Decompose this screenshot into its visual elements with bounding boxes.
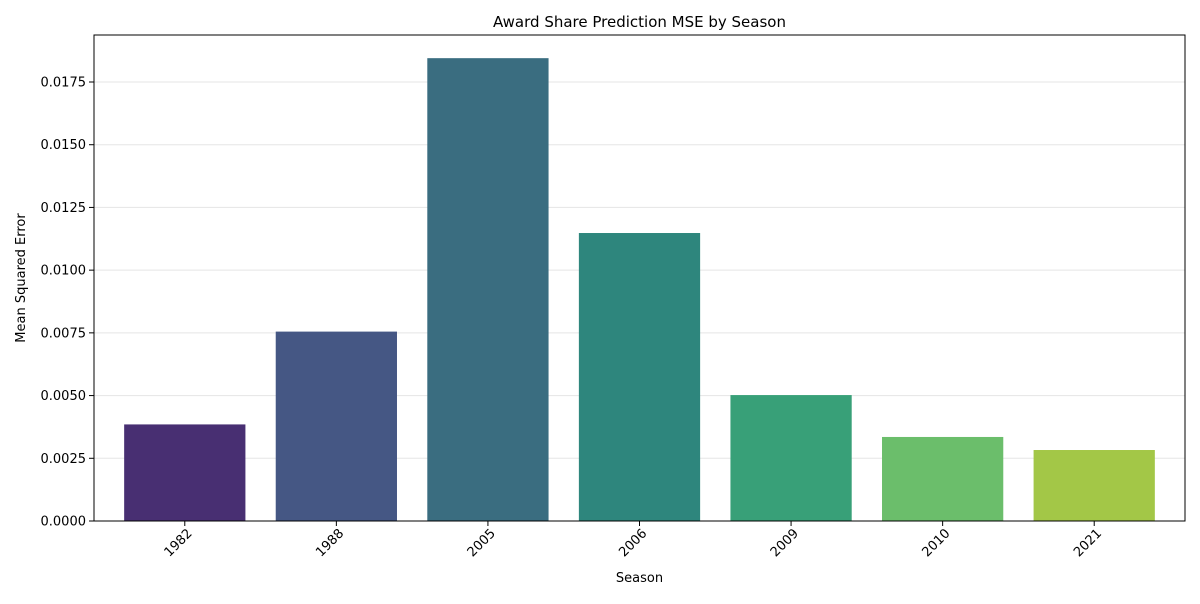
y-tick-label: 0.0125 bbox=[41, 201, 87, 216]
x-axis: 1982 1988 2005 2006 2009 2010 2021 bbox=[162, 521, 1105, 560]
bar-2021 bbox=[1033, 450, 1155, 521]
x-tick-label: 1982 bbox=[162, 526, 196, 560]
bar-2009 bbox=[730, 395, 852, 521]
bar-1988 bbox=[275, 331, 397, 521]
bar-2005 bbox=[427, 58, 549, 521]
y-tick-label: 0.0175 bbox=[41, 76, 87, 91]
y-tick-label: 0.0100 bbox=[41, 264, 87, 279]
x-tick-label: 2021 bbox=[1071, 526, 1105, 560]
chart-title: Award Share Prediction MSE by Season bbox=[493, 13, 786, 31]
x-tick-label: 2009 bbox=[768, 526, 802, 560]
y-axis: 0.0000 0.0025 0.0050 0.0075 0.0100 0.0125 0.01… bbox=[41, 76, 94, 530]
bar-2010 bbox=[882, 436, 1004, 521]
x-axis-label: Season bbox=[616, 571, 663, 586]
bar-1982 bbox=[124, 424, 246, 521]
bars bbox=[124, 58, 1155, 522]
y-axis-label: Mean Squared Error bbox=[14, 213, 29, 343]
bar-2006 bbox=[578, 233, 701, 522]
y-tick-label: 0.0025 bbox=[41, 452, 87, 467]
x-tick-label: 2010 bbox=[919, 526, 953, 560]
x-tick-label: 2006 bbox=[616, 526, 650, 560]
y-tick-label: 0.0050 bbox=[41, 389, 87, 404]
x-tick-label: 2005 bbox=[465, 526, 499, 560]
y-tick-label: 0.0075 bbox=[41, 326, 87, 341]
y-tick-label: 0.0000 bbox=[41, 515, 87, 530]
y-tick-label: 0.0150 bbox=[41, 138, 87, 153]
x-tick-label: 1988 bbox=[313, 526, 347, 560]
